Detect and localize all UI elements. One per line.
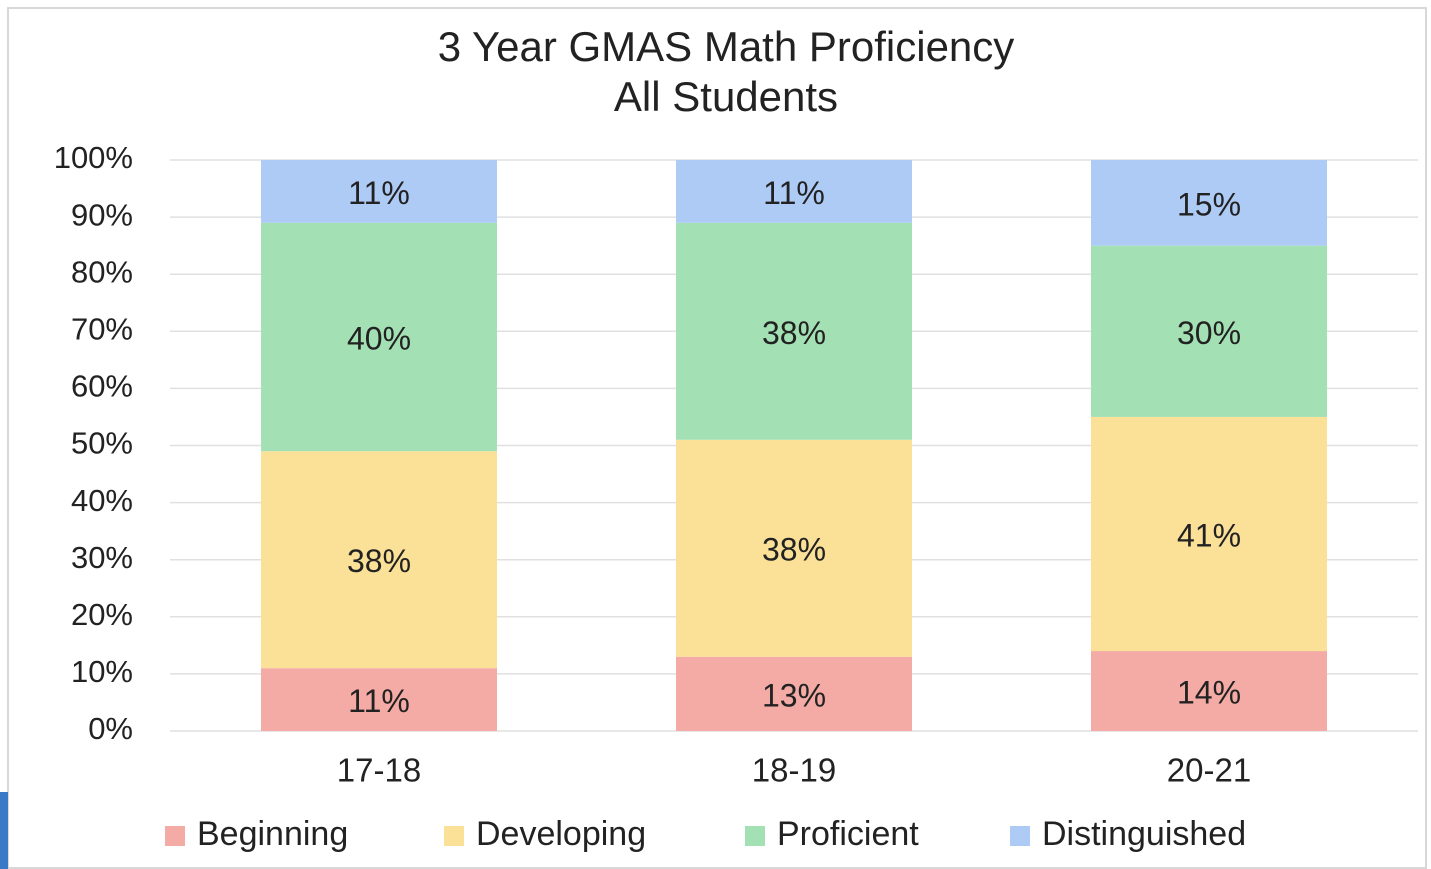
y-tick-label: 40% bbox=[71, 483, 133, 518]
y-tick-label: 70% bbox=[71, 311, 133, 346]
data-label: 38% bbox=[762, 532, 826, 568]
bar-segment bbox=[1091, 651, 1327, 731]
legend-swatch bbox=[745, 826, 765, 846]
data-label: 30% bbox=[1177, 315, 1241, 351]
bar-segment bbox=[676, 160, 912, 223]
data-label: 41% bbox=[1177, 517, 1241, 553]
y-tick-label: 30% bbox=[71, 540, 133, 575]
bar-segment bbox=[261, 451, 497, 669]
data-label: 38% bbox=[347, 543, 411, 579]
data-label: 14% bbox=[1177, 674, 1241, 710]
legend-label: Distinguished bbox=[1042, 815, 1246, 853]
bar-segment bbox=[1091, 160, 1327, 246]
legend-swatch bbox=[165, 826, 185, 846]
y-tick-label: 80% bbox=[71, 254, 133, 289]
data-label: 40% bbox=[347, 320, 411, 356]
bar-segment bbox=[1091, 245, 1327, 417]
y-tick-label: 60% bbox=[71, 369, 133, 404]
bar-segment bbox=[676, 656, 912, 731]
data-label: 11% bbox=[763, 175, 825, 211]
edge-decoration bbox=[0, 792, 8, 869]
data-label: 13% bbox=[762, 677, 826, 713]
bar-segment bbox=[261, 160, 497, 223]
legend-label: Beginning bbox=[197, 815, 348, 853]
bar-segment bbox=[676, 222, 912, 440]
data-label: 15% bbox=[1177, 186, 1241, 222]
y-tick-label: 20% bbox=[71, 597, 133, 632]
legend-label: Proficient bbox=[777, 815, 919, 853]
x-tick-label: 20-21 bbox=[1167, 752, 1251, 789]
x-tick-label: 18-19 bbox=[752, 752, 836, 789]
y-tick-label: 0% bbox=[88, 711, 133, 746]
legend-label: Developing bbox=[476, 815, 646, 853]
y-tick-label: 10% bbox=[71, 654, 133, 689]
data-label: 38% bbox=[762, 315, 826, 351]
bar-segment bbox=[261, 668, 497, 731]
bar-segment bbox=[676, 439, 912, 657]
data-label: 11% bbox=[348, 175, 410, 211]
bar-segment bbox=[261, 222, 497, 452]
y-tick-label: 90% bbox=[71, 197, 133, 232]
y-tick-label: 50% bbox=[71, 426, 133, 461]
legend-swatch bbox=[1010, 826, 1030, 846]
x-tick-label: 17-18 bbox=[337, 752, 421, 789]
bar-segment bbox=[1091, 416, 1327, 652]
data-label: 11% bbox=[348, 683, 410, 719]
legend-swatch bbox=[444, 826, 464, 846]
chart-subtitle: All Students bbox=[614, 73, 838, 120]
y-tick-label: 100% bbox=[54, 140, 133, 175]
chart-title: 3 Year GMAS Math Proficiency bbox=[438, 23, 1015, 70]
